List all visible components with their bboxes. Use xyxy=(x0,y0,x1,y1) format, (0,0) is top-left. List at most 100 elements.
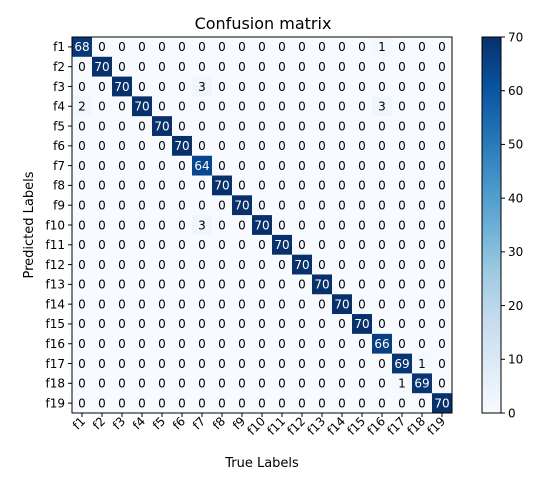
heatmap-cell xyxy=(112,195,133,216)
heatmap-cell xyxy=(72,373,93,394)
cell-value-label: 0 xyxy=(338,337,346,351)
cell-value-label: 0 xyxy=(78,80,86,94)
x-tick-label: f5 xyxy=(150,414,168,432)
cell-value-label: 0 xyxy=(338,159,346,173)
cell-value-label: 0 xyxy=(178,159,186,173)
heatmap-cell xyxy=(92,333,113,354)
heatmap-cell xyxy=(332,195,353,216)
heatmap-cell xyxy=(352,254,373,275)
heatmap-cell xyxy=(392,274,413,295)
heatmap-cell xyxy=(392,155,413,176)
cell-value-label: 0 xyxy=(378,357,386,371)
heatmap-cell xyxy=(132,333,153,354)
cell-value-label: 0 xyxy=(318,60,326,74)
heatmap-cell xyxy=(432,215,453,236)
heatmap-cell xyxy=(272,373,293,394)
heatmap-cell xyxy=(352,353,373,374)
heatmap-cell xyxy=(312,333,333,354)
heatmap-cell xyxy=(292,155,313,176)
cell-value-label: 0 xyxy=(438,159,446,173)
heatmap-cell xyxy=(232,116,253,137)
heatmap-cell xyxy=(112,215,133,236)
heatmap-cell xyxy=(412,353,433,374)
heatmap-cell xyxy=(272,353,293,374)
heatmap-cell xyxy=(232,135,253,157)
cell-value-label: 0 xyxy=(398,396,406,410)
heatmap-cell xyxy=(372,254,393,275)
heatmap-cell xyxy=(272,314,293,335)
cell-value-label: 0 xyxy=(178,60,186,74)
cell-value-label: 0 xyxy=(398,337,406,351)
cell-value-label: 0 xyxy=(358,377,366,391)
heatmap-cell xyxy=(192,37,213,58)
heatmap-cell xyxy=(212,294,233,315)
heatmap-cell xyxy=(432,56,453,77)
cell-value-label: 0 xyxy=(318,357,326,371)
heatmap-cell xyxy=(412,254,433,275)
cell-value-label: 0 xyxy=(358,396,366,410)
cell-value-label: 0 xyxy=(298,396,306,410)
y-tick-label: f17 xyxy=(46,357,66,371)
heatmap-cell xyxy=(252,373,273,394)
heatmap-cell xyxy=(132,373,153,394)
heatmap-cell xyxy=(192,314,213,335)
heatmap-cell xyxy=(252,215,273,236)
cell-value-label: 0 xyxy=(298,139,306,153)
heatmap-cell xyxy=(92,135,113,157)
heatmap-cell xyxy=(412,56,433,77)
heatmap-cell xyxy=(172,333,193,354)
cell-value-label: 0 xyxy=(78,258,86,272)
heatmap-cell xyxy=(192,373,213,394)
cell-value-label: 0 xyxy=(98,139,106,153)
cell-value-label: 0 xyxy=(238,297,246,311)
heatmap-cell xyxy=(152,155,173,176)
heatmap-cell xyxy=(132,294,153,315)
cell-value-label: 3 xyxy=(378,100,386,114)
cell-value-label: 0 xyxy=(298,60,306,74)
heatmap-cell xyxy=(312,195,333,216)
heatmap-cell xyxy=(232,215,253,236)
cell-value-label: 0 xyxy=(338,119,346,133)
heatmap-cell xyxy=(272,96,293,117)
heatmap-cell xyxy=(152,234,173,255)
cell-value-label: 0 xyxy=(198,238,206,252)
heatmap-cell xyxy=(232,155,253,176)
y-axis-ticks: f1 f2 f3 f4 f5 f6 f7 f8 f9 f10 f11 f12 f13 f14 f15 f16 f… xyxy=(46,40,72,410)
cell-value-label: 0 xyxy=(118,60,126,74)
heatmap-cell xyxy=(152,333,173,354)
heatmap-cell xyxy=(112,56,133,77)
heatmap-cell xyxy=(412,314,433,335)
cell-value-label: 0 xyxy=(318,199,326,213)
heatmap-cell xyxy=(132,76,153,97)
heatmap-cell xyxy=(272,76,293,97)
cell-value-label: 0 xyxy=(218,357,226,371)
cell-value-label: 0 xyxy=(418,297,426,311)
cell-value-label: 0 xyxy=(318,139,326,153)
colorbar-tick-label: 40 xyxy=(508,191,523,205)
cell-value-label: 0 xyxy=(98,218,106,232)
heatmap-cell xyxy=(212,314,233,335)
heatmap-cell xyxy=(372,373,393,394)
cell-value-label: 0 xyxy=(138,317,146,331)
cell-value-label: 0 xyxy=(398,40,406,54)
cell-value-label: 0 xyxy=(398,179,406,193)
heatmap-cell xyxy=(272,294,293,315)
y-tick-label: f14 xyxy=(46,297,66,311)
heatmap-cell xyxy=(272,195,293,216)
cell-value-label: 0 xyxy=(298,238,306,252)
heatmap-cell xyxy=(192,274,213,295)
cell-value-label: 0 xyxy=(418,119,426,133)
cell-value-label: 0 xyxy=(298,297,306,311)
cell-value-label: 0 xyxy=(198,396,206,410)
y-tick-label: f9 xyxy=(53,199,65,213)
heatmap-cell xyxy=(192,333,213,354)
heatmap-cell xyxy=(72,76,93,97)
cell-value-label: 0 xyxy=(178,278,186,292)
heatmap-cell xyxy=(432,37,453,58)
heatmap-cell xyxy=(192,294,213,315)
cell-value-label: 0 xyxy=(278,199,286,213)
heatmap-cell xyxy=(152,56,173,77)
heatmap-cell xyxy=(352,175,373,196)
y-tick-label: f6 xyxy=(53,139,65,153)
x-tick-label: f15 xyxy=(344,414,368,438)
